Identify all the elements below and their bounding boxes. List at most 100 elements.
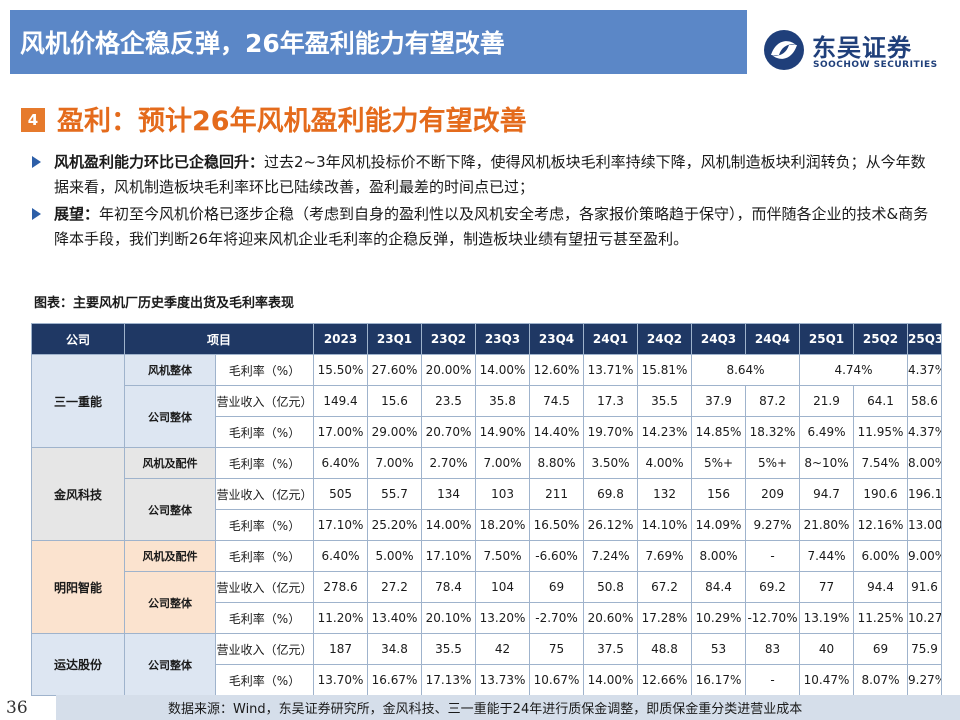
table-row: 公司整体 营业收入（亿元） 505 55.7 134 103 211 69.8 … xyxy=(32,478,942,541)
value-cell: 11.95% xyxy=(853,416,909,448)
value-cell: - xyxy=(745,540,801,572)
value-cell: 25.20% xyxy=(367,509,423,541)
value-cell: 83 xyxy=(745,633,801,665)
header-cell: 23Q4 xyxy=(529,323,585,355)
value-cell: 5%+ xyxy=(745,447,801,479)
value-cell: 20.10% xyxy=(421,602,477,634)
metric-cell: 毛利率（%） xyxy=(214,416,315,448)
value-cell: 14.00% xyxy=(421,509,477,541)
value-cell: 11.25% xyxy=(853,602,909,634)
value-cell: 12.66% xyxy=(637,664,693,696)
value-cell: 20.60% xyxy=(583,602,639,634)
value-cell: 17.10% xyxy=(313,509,369,541)
value-cell: 27.60% xyxy=(367,354,423,386)
value-cell: 17.28% xyxy=(637,602,693,634)
value-cell: 7.00% xyxy=(367,447,423,479)
value-cell: 14.00% xyxy=(475,354,531,386)
value-cell: 6.40% xyxy=(313,540,369,572)
value-cell: 74.5 xyxy=(529,385,585,417)
header-cell: 25Q3 xyxy=(907,323,942,355)
source-note: 数据来源：Wind，东吴证券研究所，金风科技、三一重能于24年进行质保金调整，即… xyxy=(168,702,803,717)
value-cell: 91.6 xyxy=(907,571,942,603)
value-cell: 58.6 xyxy=(907,385,942,417)
table-row: 明阳智能 风机及配件 毛利率（%） 6.40% 5.00% 17.10% 7.5… xyxy=(31,540,942,634)
value-cell: 6.40% xyxy=(313,447,369,479)
value-cell: -12.70% xyxy=(745,602,801,634)
value-cell: 149.4 xyxy=(313,385,369,417)
value-cell: 94.7 xyxy=(799,478,855,510)
header-cell: 24Q3 xyxy=(691,323,747,355)
bullet-lead: 展望： xyxy=(54,205,100,223)
segment-cell: 公司整体 xyxy=(124,571,216,634)
value-cell: 84.4 xyxy=(691,571,747,603)
metric-cell: 营业收入（亿元） xyxy=(214,478,315,510)
value-cell: 11.20% xyxy=(313,602,369,634)
value-cell: 4.37% xyxy=(907,354,942,386)
value-cell: 69.8 xyxy=(583,478,639,510)
value-cell: 13.40% xyxy=(367,602,423,634)
value-cell: 104 xyxy=(475,571,531,603)
header-cell: 25Q1 xyxy=(799,323,855,355)
value-cell: 16.50% xyxy=(529,509,585,541)
company-cell: 金风科技 xyxy=(31,447,125,541)
bullet-list: 风机盈利能力环比已企稳回升：过去2~3年风机投标价不断下降，使得风机板块毛利率持… xyxy=(30,150,940,254)
metric-cell: 毛利率（%） xyxy=(214,509,315,541)
logo-text-en: SOOCHOW SECURITIES xyxy=(813,60,938,70)
value-cell: 20.00% xyxy=(421,354,477,386)
value-cell: 69 xyxy=(529,571,585,603)
value-cell: 27.2 xyxy=(367,571,423,603)
value-cell: 15.81% xyxy=(637,354,693,386)
value-cell: 17.10% xyxy=(421,540,477,572)
value-cell: 23.5 xyxy=(421,385,477,417)
logo-text-cn: 东吴证券 xyxy=(812,34,912,62)
company-logo: 东吴证券 SOOCHOW SECURITIES xyxy=(760,22,950,80)
value-cell: 211 xyxy=(529,478,585,510)
header-band xyxy=(10,10,747,74)
value-cell: 26.12% xyxy=(583,509,639,541)
segment-cell: 风机及配件 xyxy=(124,540,216,572)
header-cell: 24Q1 xyxy=(583,323,639,355)
company-cell: 明阳智能 xyxy=(31,540,125,634)
value-cell: 19.70% xyxy=(583,416,639,448)
segment-cell: 公司整体 xyxy=(124,385,216,448)
value-cell: 10.47% xyxy=(799,664,855,696)
value-cell: 13.70% xyxy=(313,664,369,696)
table-row: 运达股份 公司整体 营业收入（亿元） 187 34.8 35.5 42 75 3… xyxy=(31,633,942,696)
header-cell: 公司 xyxy=(31,323,125,355)
triangle-bullet-icon xyxy=(32,208,41,220)
value-cell: 5.00% xyxy=(367,540,423,572)
value-cell: 53 xyxy=(691,633,747,665)
value-cell: 29.00% xyxy=(367,416,423,448)
company-cell: 运达股份 xyxy=(31,633,125,696)
segment-cell: 公司整体 xyxy=(124,478,216,541)
value-cell: 55.7 xyxy=(367,478,423,510)
value-cell: 40 xyxy=(799,633,855,665)
value-cell: 75.9 xyxy=(907,633,942,665)
company-group: 运达股份 公司整体 营业收入（亿元） 187 34.8 35.5 42 75 3… xyxy=(31,633,942,696)
value-cell: 64.1 xyxy=(853,385,909,417)
bullet-lead: 风机盈利能力环比已企稳回升： xyxy=(54,153,265,171)
value-cell: 8.00% xyxy=(907,447,942,479)
value-cell: 190.6 xyxy=(853,478,909,510)
table-header-row: 公司 项目 2023 23Q1 23Q2 23Q3 23Q4 24Q1 24Q2… xyxy=(31,323,942,355)
value-cell: 13.71% xyxy=(583,354,639,386)
value-cell: 35.8 xyxy=(475,385,531,417)
table-caption: 图表：主要风机厂历史季度出货及毛利率表现 xyxy=(34,296,295,311)
company-cell: 三一重能 xyxy=(31,354,125,448)
table-row: 公司整体 营业收入（亿元） 149.4 15.6 23.5 35.8 74.5 … xyxy=(32,385,942,448)
value-cell: 17.00% xyxy=(313,416,369,448)
value-cell: 134 xyxy=(421,478,477,510)
value-cell: 48.8 xyxy=(637,633,693,665)
value-cell: 15.6 xyxy=(367,385,423,417)
value-cell: 13.20% xyxy=(475,602,531,634)
value-cell: 3.50% xyxy=(583,447,639,479)
value-cell: 2.70% xyxy=(421,447,477,479)
value-cell: 35.5 xyxy=(421,633,477,665)
value-cell: 87.2 xyxy=(745,385,801,417)
shipment-margin-table: 公司 项目 2023 23Q1 23Q2 23Q3 23Q4 24Q1 24Q2… xyxy=(31,323,942,696)
value-cell: 14.00% xyxy=(583,664,639,696)
value-cell: 187 xyxy=(313,633,369,665)
value-cell: 75 xyxy=(529,633,585,665)
value-cell: 4.00% xyxy=(637,447,693,479)
table-row: 毛利率（%） 17.10% 25.20% 14.00% 18.20% 16.50… xyxy=(32,509,942,541)
